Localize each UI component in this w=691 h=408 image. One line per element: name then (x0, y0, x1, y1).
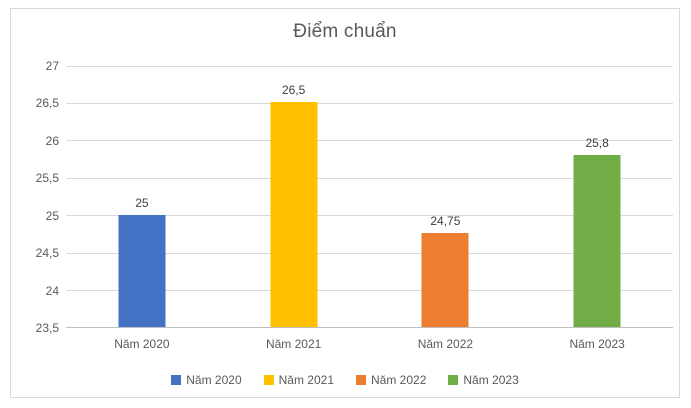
legend-item: Năm 2020 (171, 373, 242, 387)
y-tick-label: 24,5 (35, 246, 59, 261)
bar-slot: 24,75 (370, 66, 522, 327)
gridline (66, 215, 673, 217)
x-tick-label: Năm 2020 (114, 337, 170, 351)
chart-legend: Năm 2020 Năm 2021 Năm 2022 Năm 2023 (11, 373, 679, 387)
legend-swatch-icon (356, 375, 366, 385)
legend-item: Năm 2022 (356, 373, 426, 387)
x-tick-label: Năm 2023 (569, 337, 625, 351)
legend-label: Năm 2020 (186, 373, 242, 387)
y-tick-label: 26 (45, 133, 59, 148)
bar-value-label: 25 (135, 195, 149, 210)
y-tick-label: 25 (45, 208, 59, 223)
legend-swatch-icon (171, 375, 182, 385)
y-tick-label: 25,5 (35, 171, 59, 186)
gridline (66, 65, 673, 67)
x-tick-label: Năm 2022 (417, 337, 474, 351)
bar-slot: 25,8 (521, 66, 673, 327)
legend-item: Năm 2023 (448, 373, 519, 387)
y-tick-label: 23,5 (35, 321, 59, 335)
bar-năm-2020 (118, 214, 166, 327)
gridline (66, 177, 673, 179)
chart-frame: Điểm chuẩn 23,5 24 24,5 25 25,5 26 26,5 27 25 26… (10, 8, 680, 398)
legend-swatch-icon (448, 375, 459, 385)
bar-slot: 26,5 (218, 66, 370, 327)
gridline (66, 252, 673, 254)
legend-item: Năm 2021 (263, 373, 334, 387)
legend-label: Năm 2022 (371, 373, 427, 387)
y-tick-label: 24 (45, 283, 59, 298)
gridline (66, 290, 673, 292)
bar-năm-2023 (573, 154, 621, 327)
bars-layer: 25 26,5 24,75 25,8 (66, 66, 673, 327)
y-tick-label: 27 (45, 59, 59, 73)
bar-slot: 25 (66, 66, 218, 327)
bar-value-label: 24,75 (430, 214, 461, 229)
y-tick-label: 26,5 (35, 96, 59, 111)
plot-area: 23,5 24 24,5 25 25,5 26 26,5 27 25 26,5 24,75 25,8 (36, 59, 673, 335)
legend-label: Năm 2023 (463, 373, 519, 387)
bar-value-label: 26,5 (281, 83, 306, 98)
x-tick-label: Năm 2021 (265, 337, 322, 351)
gridline (66, 102, 673, 104)
x-axis-labels: Năm 2020 Năm 2021 Năm 2022 Năm 2023 (66, 337, 673, 351)
bar-năm-2022 (421, 233, 469, 327)
bar-năm-2021 (270, 102, 318, 327)
gridline (66, 140, 673, 142)
bar-value-label: 25,8 (585, 135, 609, 150)
chart-title: Điểm chuẩn (293, 21, 397, 42)
legend-label: Năm 2021 (278, 373, 334, 387)
legend-swatch-icon (263, 375, 274, 385)
